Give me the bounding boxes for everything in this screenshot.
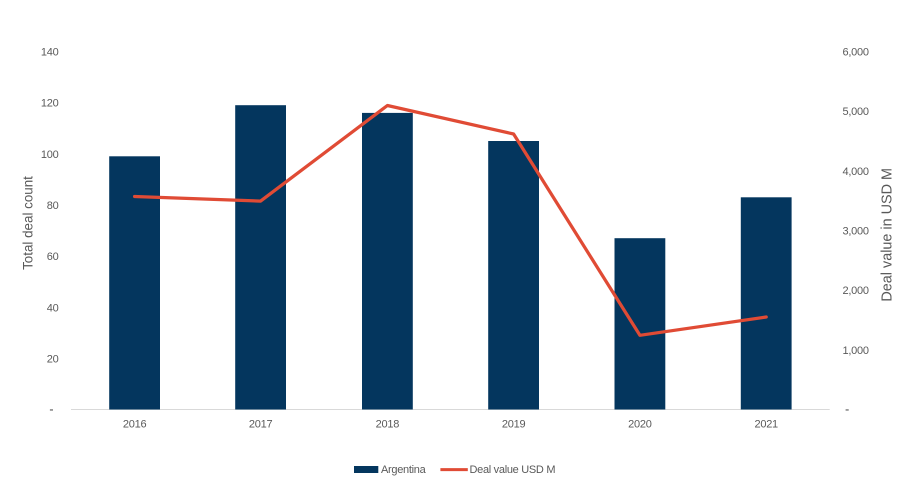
svg-text:2,000: 2,000 <box>843 285 869 297</box>
svg-text:140: 140 <box>41 47 59 59</box>
svg-text:2017: 2017 <box>249 419 273 431</box>
svg-text:2019: 2019 <box>502 419 526 431</box>
svg-text:1,000: 1,000 <box>843 345 869 357</box>
svg-text:2021: 2021 <box>754 419 778 431</box>
svg-text:2020: 2020 <box>628 419 652 431</box>
svg-text:2018: 2018 <box>376 419 400 431</box>
svg-text:60: 60 <box>47 251 59 263</box>
svg-text:40: 40 <box>47 302 59 314</box>
svg-text:Deal value in USD M: Deal value in USD M <box>880 168 896 302</box>
svg-text:4,000: 4,000 <box>843 166 869 178</box>
svg-text:Deal value USD M: Deal value USD M <box>470 464 556 476</box>
svg-text:Total deal count: Total deal count <box>21 176 36 270</box>
svg-text:5,000: 5,000 <box>843 106 869 118</box>
svg-text:120: 120 <box>41 98 59 110</box>
svg-text:80: 80 <box>47 200 59 212</box>
svg-text:100: 100 <box>41 149 59 161</box>
svg-text:2016: 2016 <box>123 419 147 431</box>
svg-text:3,000: 3,000 <box>843 226 869 238</box>
svg-text:6,000: 6,000 <box>843 47 869 59</box>
svg-text:Argentina: Argentina <box>381 464 427 476</box>
svg-text:20: 20 <box>47 354 59 366</box>
